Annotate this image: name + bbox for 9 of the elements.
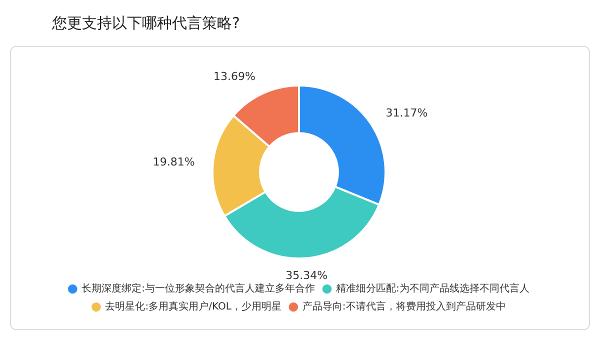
- legend-label: 产品导向:不请代言，将费用投入到产品研发中: [302, 300, 506, 313]
- data-label: 13.69%: [213, 70, 256, 83]
- data-label: 31.17%: [386, 106, 428, 120]
- data-label: 19.81%: [152, 156, 195, 169]
- chart-title: 您更支持以下哪种代言策略?: [52, 14, 240, 33]
- legend-label: 去明星化:多用真实用户/KOL，少用明星: [105, 300, 282, 313]
- data-label: 35.34%: [286, 269, 328, 282]
- legend-label: 精准细分匹配:为不同产品线选择不同代言人: [336, 282, 530, 295]
- legend-label: 长期深度绑定:与一位形象契合的代言人建立多年合作: [82, 282, 316, 295]
